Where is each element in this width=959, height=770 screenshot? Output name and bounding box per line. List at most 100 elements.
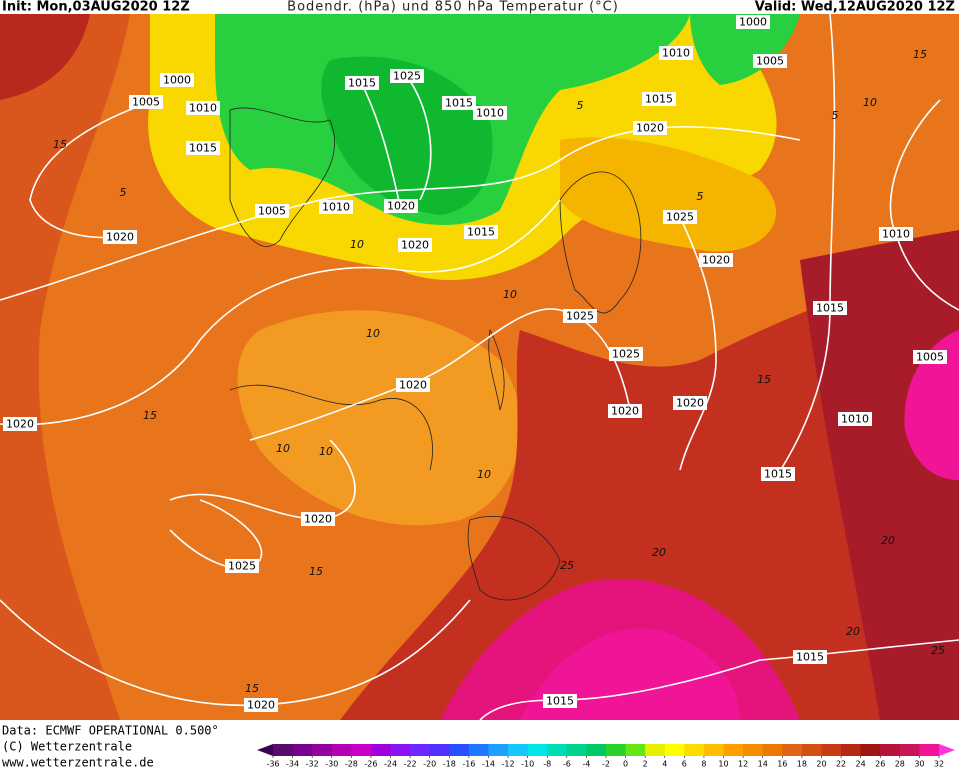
isobar-label-box xyxy=(345,76,379,90)
isobar-label-box xyxy=(663,210,697,224)
isobar-label: 1000 xyxy=(163,74,191,87)
isobar-label: 1020 xyxy=(387,200,415,213)
isobar-label-box xyxy=(879,227,913,241)
colorbar: -36 -34 -32 -30 -28 -26 -24 -22 -20 -18 -16 -14 -12-… xyxy=(257,744,955,769)
isobar-label: 1020 xyxy=(676,397,704,410)
coastlines xyxy=(229,107,642,601)
isobar-label-box xyxy=(659,46,693,60)
isotherm-label: 5 xyxy=(832,109,839,122)
isobar-label: 1020 xyxy=(106,231,134,244)
website: www.wetterzentrale.de xyxy=(2,756,154,770)
colorbar-cell xyxy=(370,744,392,756)
isobar-label: 1020 xyxy=(6,418,34,431)
colorbar-tick-label: 32 xyxy=(934,760,944,769)
isobar-label: 1015 xyxy=(348,77,376,90)
isobar-label-box xyxy=(736,15,770,29)
colorbar-tick-label: 20 xyxy=(816,760,826,769)
isobar-label: 1020 xyxy=(247,699,275,712)
colorbar-cell xyxy=(606,744,627,756)
colorbar-tick-label: 16 xyxy=(777,760,787,769)
isobar-label-box xyxy=(633,121,667,135)
coast-scandinavia xyxy=(559,171,642,314)
colorbar-tick-label: 0 xyxy=(623,760,628,769)
isobar-label: 1015 xyxy=(189,142,217,155)
colorbar-cell xyxy=(762,744,783,756)
isobar-label: 1015 xyxy=(796,651,824,664)
isotherm-label: 5 xyxy=(120,186,127,199)
isobar xyxy=(0,199,561,426)
coast-britain xyxy=(488,328,505,411)
isobar xyxy=(29,101,151,239)
isobar-label-box xyxy=(3,417,37,431)
colorbar-cell xyxy=(410,744,431,756)
isobar-label: 1020 xyxy=(611,405,639,418)
isobar-label: 1005 xyxy=(258,205,286,218)
isobar-label-box xyxy=(442,96,476,110)
isobar-label: 1020 xyxy=(304,513,332,526)
init-time: Init: Mon,03AUG2020 12Z xyxy=(2,0,190,15)
isobar-label-box xyxy=(838,412,872,426)
colorbar-cell xyxy=(841,744,862,756)
isotherm-label: 10 xyxy=(503,288,517,301)
colorbar-cell xyxy=(390,744,411,756)
colorbar-cell xyxy=(860,744,881,756)
isobar-label-box xyxy=(186,101,220,115)
colorbar-cell xyxy=(527,744,548,756)
header-bar xyxy=(0,0,959,14)
valid-time: Valid: Wed,12AUG2020 12Z xyxy=(755,0,955,15)
colorbar-tick-label: -32 xyxy=(306,760,319,769)
colorbar-tick-label: 18 xyxy=(797,760,807,769)
isobar-label: 1010 xyxy=(841,413,869,426)
colorbar-tick-label: 28 xyxy=(895,760,905,769)
isobar-label-box xyxy=(255,204,289,218)
isobar-label-box xyxy=(473,106,507,120)
colorbar-tick-label: 26 xyxy=(875,760,885,769)
isobar-label-box xyxy=(543,694,577,708)
isobar-label-box xyxy=(103,230,137,244)
isobar-label: 1025 xyxy=(228,560,256,573)
colorbar-cell xyxy=(801,744,822,756)
isotherm-label: 15 xyxy=(757,373,771,386)
colorbar-tick-label: -18 xyxy=(443,760,456,769)
isotherm-label: 15 xyxy=(53,138,67,151)
isobar-label: 1010 xyxy=(882,228,910,241)
colorbar-cell xyxy=(508,744,529,756)
isobar xyxy=(249,308,631,441)
isotherm-label: 10 xyxy=(319,445,333,458)
colorbar-cell xyxy=(821,744,842,756)
isobar-label-box xyxy=(761,467,795,481)
colorbar-cell xyxy=(703,744,725,756)
isobar-label-box xyxy=(384,199,418,213)
isobar-label: 1005 xyxy=(132,96,160,109)
isobar-label-box xyxy=(225,559,259,573)
colorbar-arrow-left xyxy=(257,744,273,756)
isobar xyxy=(777,13,836,475)
isobar-label: 1020 xyxy=(636,122,664,135)
colorbar-tick-label: 12 xyxy=(738,760,748,769)
isobar-label-box xyxy=(913,350,947,364)
isotherm-label: 10 xyxy=(366,327,380,340)
colorbar-tick-label: -14 xyxy=(482,760,495,769)
isobar-label: 1025 xyxy=(666,211,694,224)
colorbar-cell xyxy=(292,744,313,756)
colorbar-cell xyxy=(547,744,568,756)
colorbar-tick-label: 6 xyxy=(682,760,687,769)
colorbar-cell xyxy=(351,744,372,756)
colorbar-cell xyxy=(664,744,685,756)
isobar-label-box xyxy=(319,200,353,214)
colorbar-cell xyxy=(625,744,646,756)
isobar xyxy=(679,216,717,471)
isobar-label: 1015 xyxy=(445,97,473,110)
colorbar-arrow-right xyxy=(939,744,955,756)
isobar-label-box xyxy=(390,69,424,83)
isobar-label: 1025 xyxy=(566,310,594,323)
colorbar-cell xyxy=(273,744,294,756)
field-darkred-nw xyxy=(0,14,90,100)
isobar-label-box xyxy=(396,378,430,392)
isobar-label-box xyxy=(464,225,498,239)
isobar-label: 1000 xyxy=(739,16,767,29)
colorbar-tick-label: -28 xyxy=(345,760,358,769)
isobar xyxy=(169,499,263,569)
colorbar-tick-label: -22 xyxy=(404,760,417,769)
